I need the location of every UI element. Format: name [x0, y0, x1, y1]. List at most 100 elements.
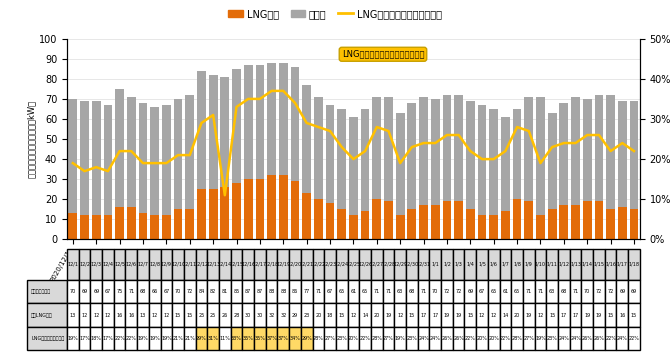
Bar — [489, 109, 498, 215]
Bar — [267, 175, 276, 239]
Bar — [349, 215, 358, 239]
Bar — [244, 65, 253, 179]
Bar — [349, 117, 358, 215]
Bar — [443, 95, 452, 201]
Bar — [466, 101, 475, 209]
Bar — [338, 209, 346, 239]
Bar — [279, 175, 287, 239]
Bar — [513, 199, 521, 239]
Bar — [594, 95, 603, 201]
Bar — [606, 95, 615, 209]
Bar — [162, 215, 171, 239]
Bar — [594, 201, 603, 239]
Bar — [583, 201, 592, 239]
Bar — [419, 205, 428, 239]
Bar — [548, 209, 557, 239]
Bar — [501, 211, 510, 239]
Bar — [384, 201, 393, 239]
Bar — [454, 201, 463, 239]
Bar — [302, 85, 311, 193]
Bar — [548, 113, 557, 209]
Bar — [174, 209, 182, 239]
Bar — [373, 199, 381, 239]
Bar — [68, 99, 77, 213]
Bar — [419, 97, 428, 205]
Bar — [618, 101, 626, 207]
Bar — [127, 207, 136, 239]
Bar — [127, 97, 136, 207]
Bar — [92, 215, 100, 239]
Bar — [559, 205, 568, 239]
Bar — [384, 97, 393, 201]
Bar — [115, 207, 124, 239]
Bar — [583, 99, 592, 201]
Bar — [454, 95, 463, 201]
Bar — [396, 113, 405, 215]
Bar — [186, 95, 194, 209]
Bar — [68, 213, 77, 239]
Bar — [559, 103, 568, 205]
Bar — [92, 101, 100, 215]
Bar — [525, 201, 533, 239]
Bar — [232, 183, 241, 239]
Bar — [407, 209, 416, 239]
Bar — [489, 215, 498, 239]
Bar — [630, 209, 639, 239]
Bar — [466, 209, 475, 239]
Y-axis label: 停止、出力低下合計（百万kW）: 停止、出力低下合計（百万kW） — [27, 100, 36, 178]
Bar — [431, 205, 440, 239]
Bar — [302, 193, 311, 239]
Bar — [267, 63, 276, 175]
Bar — [104, 105, 113, 215]
Bar — [209, 75, 218, 189]
Bar — [536, 215, 545, 239]
Bar — [244, 179, 253, 239]
Bar — [618, 207, 626, 239]
Bar — [478, 215, 486, 239]
Bar — [174, 99, 182, 209]
Bar — [139, 103, 147, 213]
Legend: LNG火力, その他, LNG火力が占める割合（％）: LNG火力, その他, LNG火力が占める割合（％） — [224, 5, 446, 23]
Bar — [150, 107, 159, 215]
Bar — [115, 89, 124, 207]
Bar — [255, 65, 264, 179]
Bar — [139, 213, 147, 239]
Bar — [443, 201, 452, 239]
Bar — [478, 105, 486, 215]
Bar — [360, 109, 369, 211]
Text: LNG火力の停止・出力低下が増加: LNG火力の停止・出力低下が増加 — [342, 50, 424, 59]
Bar — [162, 105, 171, 215]
Bar — [80, 215, 89, 239]
Bar — [326, 203, 334, 239]
Bar — [209, 189, 218, 239]
Bar — [104, 215, 113, 239]
Bar — [314, 97, 323, 199]
Bar — [513, 109, 521, 199]
Bar — [291, 67, 299, 181]
Bar — [197, 189, 206, 239]
Bar — [431, 99, 440, 205]
Bar — [373, 97, 381, 199]
Bar — [571, 97, 580, 205]
Bar — [232, 69, 241, 183]
Bar — [220, 77, 229, 187]
Bar — [571, 205, 580, 239]
Bar — [525, 97, 533, 201]
Bar — [536, 97, 545, 215]
Bar — [186, 209, 194, 239]
Bar — [150, 215, 159, 239]
Bar — [360, 211, 369, 239]
Bar — [80, 101, 89, 215]
Bar — [326, 105, 334, 203]
Bar — [396, 215, 405, 239]
Bar — [314, 199, 323, 239]
Bar — [291, 181, 299, 239]
Bar — [197, 71, 206, 189]
Bar — [279, 63, 287, 175]
Bar — [630, 101, 639, 209]
Bar — [220, 187, 229, 239]
Bar — [255, 179, 264, 239]
Bar — [338, 109, 346, 209]
Bar — [501, 117, 510, 211]
Bar — [606, 209, 615, 239]
